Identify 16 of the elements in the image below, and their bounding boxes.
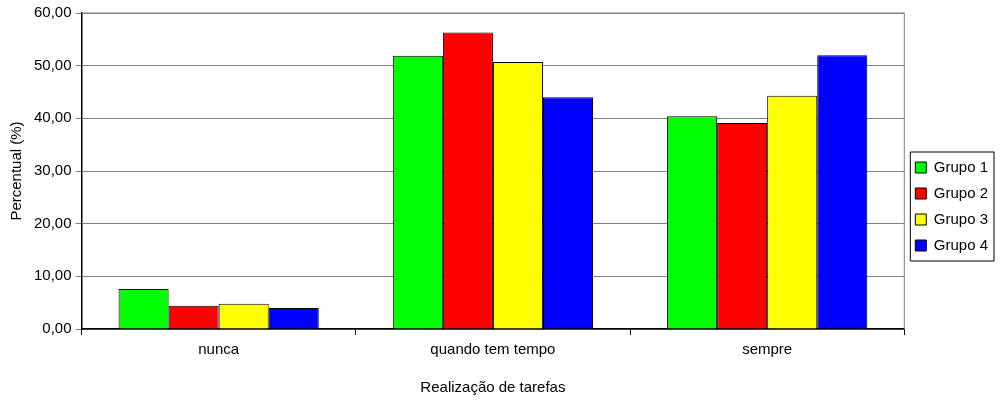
y-tick-label: 10,00 xyxy=(33,266,72,284)
y-tick-label: 20,00 xyxy=(33,213,72,231)
y-tick-label: 0,00 xyxy=(42,319,72,337)
x-tick-label: nunca xyxy=(198,340,240,358)
x-tick-label: sempre xyxy=(742,340,793,358)
legend-label: Grupo 4 xyxy=(933,235,988,253)
legend-label: Grupo 2 xyxy=(933,183,988,201)
x-axis-title: Realização de tarefas xyxy=(420,378,566,396)
x-tick-label: quando tem tempo xyxy=(430,340,556,358)
y-tick-label: 60,00 xyxy=(33,3,72,21)
y-tick-label: 40,00 xyxy=(33,108,72,126)
y-tick-label: 30,00 xyxy=(33,161,72,179)
y-tick-label: 50,00 xyxy=(33,55,72,73)
legend-label: Grupo 1 xyxy=(933,157,988,175)
y-axis-title: Percentual (%) xyxy=(7,121,25,221)
legend-label: Grupo 3 xyxy=(933,209,988,227)
